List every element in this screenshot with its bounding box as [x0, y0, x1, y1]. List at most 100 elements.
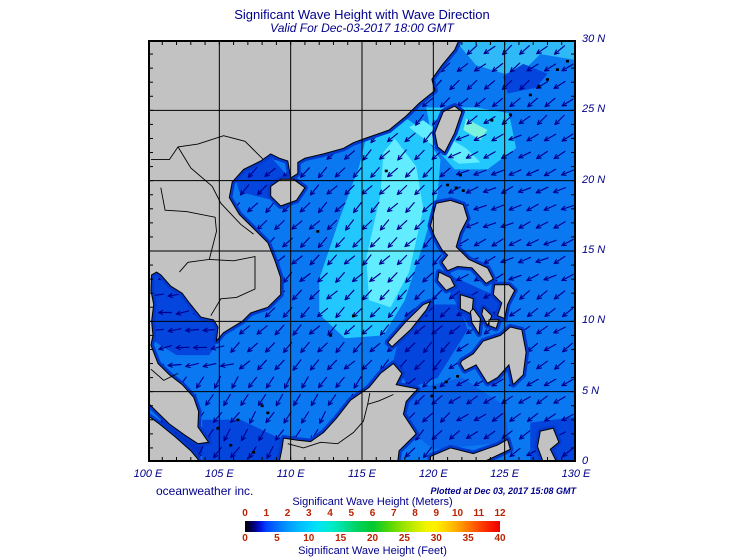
wave-direction-arrow: [560, 204, 575, 211]
wave-direction-arrow: [334, 167, 346, 178]
wave-direction-arrow: [300, 237, 310, 248]
colorbar-feet-value: 5: [274, 533, 280, 544]
wave-direction-arrow: [175, 310, 190, 316]
country-border: [160, 187, 217, 273]
wave-direction-arrow: [456, 273, 469, 282]
wave-direction-arrow: [284, 376, 291, 389]
wave-direction-arrow: [553, 150, 566, 160]
wave-direction-arrow: [157, 309, 173, 316]
wave-direction-arrow: [466, 45, 478, 55]
wave-direction-arrow: [535, 257, 549, 264]
latitude-label: 20 N: [582, 173, 606, 186]
wave-map: [145, 37, 576, 465]
colorbar-meter-value: 8: [412, 508, 418, 519]
map-area: [145, 37, 576, 465]
colorbar-meter-value: 7: [390, 508, 397, 519]
wave-direction-arrow: [362, 149, 372, 161]
wave-direction-arrow: [317, 342, 328, 353]
wave-direction-arrow: [362, 289, 372, 301]
wave-direction-arrow: [396, 184, 408, 196]
wave-direction-arrow: [490, 204, 505, 211]
wave-direction-arrow: [553, 80, 566, 90]
landmass: [387, 300, 432, 348]
wave-direction-arrow: [257, 359, 267, 371]
wave-direction-arrow: [370, 167, 380, 178]
wave-direction-arrow: [561, 447, 574, 458]
wave-direction-arrow: [292, 359, 302, 371]
wave-direction-arrow: [299, 272, 311, 283]
wave-direction-arrow: [223, 428, 231, 442]
wave-direction-arrow: [353, 376, 362, 389]
wave-direction-arrow: [175, 344, 190, 351]
wave-direction-arrow: [379, 289, 390, 301]
wave-direction-arrow: [509, 413, 521, 422]
country-border: [209, 256, 256, 316]
latitude-label: 5 N: [582, 384, 600, 397]
wave-direction-arrow: [210, 345, 225, 351]
wave-direction-arrow: [258, 428, 266, 442]
wave-direction-arrow: [378, 255, 391, 265]
wave-direction-arrow: [526, 133, 539, 142]
colorbar-meter-value: 5: [348, 508, 355, 519]
wave-direction-arrow: [387, 306, 398, 319]
wave-direction-arrow: [309, 359, 320, 371]
wave-direction-arrow: [422, 202, 433, 213]
wave-direction-arrow: [195, 376, 205, 389]
wave-direction-arrow: [257, 394, 267, 406]
wave-direction-arrow: [519, 79, 530, 91]
wave-direction-arrow: [344, 219, 355, 231]
wave-direction-arrow: [473, 204, 487, 211]
wave-direction-arrow: [527, 97, 538, 108]
wave-direction-arrow: [536, 290, 548, 300]
wave-direction-arrow: [561, 238, 574, 247]
wave-direction-arrow: [536, 150, 548, 160]
wave-direction-arrow: [561, 273, 574, 282]
wave-direction-arrow: [473, 169, 487, 176]
wave-direction-arrow: [387, 167, 398, 178]
wave-direction-arrow: [473, 134, 487, 141]
wave-direction-arrow: [317, 201, 328, 214]
island: [537, 85, 541, 88]
colorbar-feet-value: 40: [494, 533, 506, 544]
wave-direction-arrow: [238, 325, 251, 335]
wave-direction-arrow: [192, 344, 208, 351]
colorbar-feet-value: 15: [335, 533, 347, 544]
wave-direction-arrow: [465, 431, 479, 439]
colorbar-feet-value: 30: [430, 533, 442, 544]
wave-direction-arrow: [509, 308, 521, 317]
wave-direction-arrow: [543, 168, 557, 177]
colorbar-meter-value: 12: [494, 508, 506, 519]
wave-direction-arrow: [264, 307, 276, 318]
wave-direction-arrow: [561, 63, 574, 72]
wave-direction-arrow: [327, 254, 337, 266]
wave-direction-arrow: [404, 167, 416, 178]
wave-direction-arrow: [344, 184, 355, 196]
wave-direction-arrow: [414, 149, 425, 161]
wave-direction-arrow: [379, 219, 390, 231]
chart-valid-time: Valid For Dec-03-2017 18:00 GMT: [270, 21, 454, 35]
wave-direction-arrow: [230, 412, 240, 423]
wave-direction-arrow: [422, 412, 433, 423]
colorbar-gradient: [245, 521, 500, 532]
wave-direction-arrow: [500, 186, 514, 194]
wave-direction-arrow: [483, 45, 496, 55]
wave-direction-arrow: [256, 325, 268, 335]
wave-direction-arrow: [352, 341, 363, 354]
wave-direction-arrow: [317, 166, 328, 179]
wave-direction-arrow: [561, 378, 574, 387]
wave-direction-arrow: [448, 290, 461, 300]
longitude-label: 120 E: [418, 468, 448, 480]
wave-direction-arrow: [167, 362, 182, 368]
wave-direction-arrow: [309, 184, 320, 196]
wave-direction-arrow: [535, 186, 549, 194]
island: [458, 173, 462, 177]
wave-direction-arrow: [405, 272, 415, 283]
wave-direction-arrow: [440, 342, 450, 353]
wave-direction-arrow: [300, 167, 310, 178]
wave-direction-arrow: [326, 359, 338, 371]
island: [266, 411, 270, 415]
wave-direction-arrow: [448, 396, 461, 404]
wave-direction-arrow: [326, 219, 338, 231]
wave-direction-arrow: [414, 289, 425, 301]
wave-direction-arrow: [291, 220, 303, 230]
